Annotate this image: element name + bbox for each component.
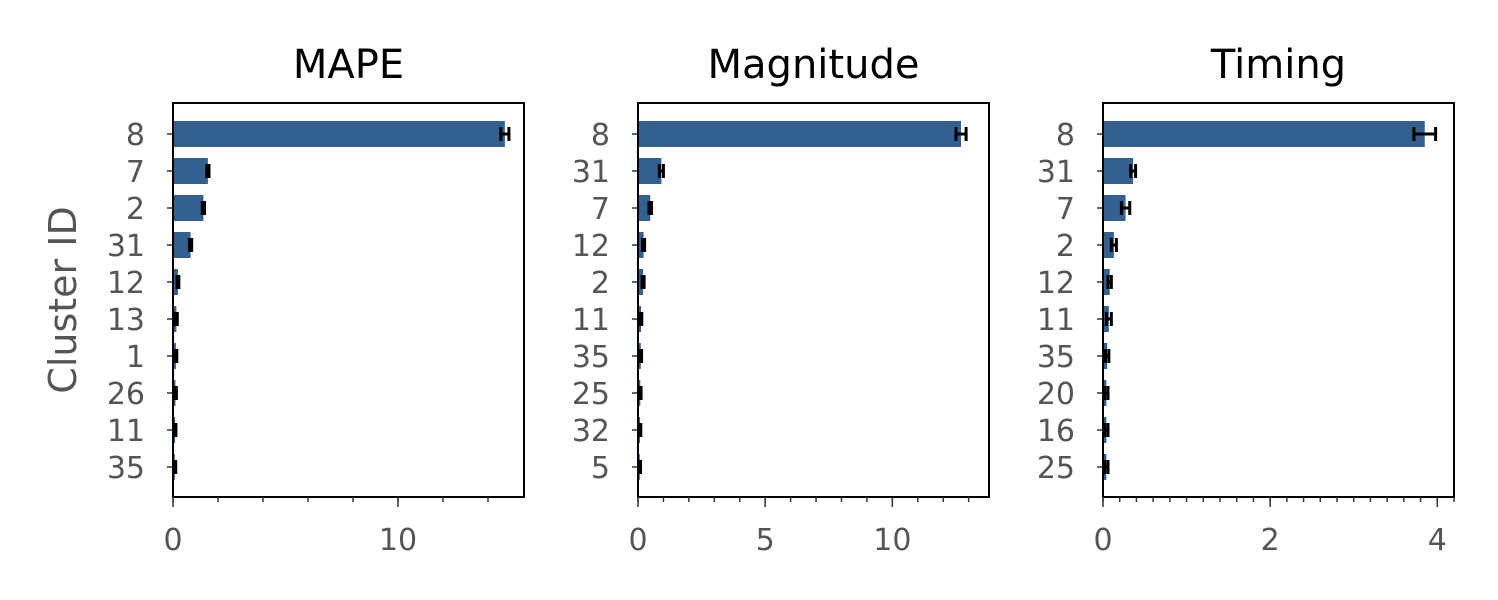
y-tick-label: 1 <box>126 340 145 375</box>
bar <box>1103 269 1110 295</box>
error-bar <box>954 127 968 141</box>
y-tick-label: 20 <box>1037 377 1075 412</box>
error-bar <box>638 349 644 363</box>
bar <box>173 232 191 258</box>
error-bar <box>637 423 643 437</box>
error-bar <box>1129 164 1138 178</box>
plot-frame <box>637 102 990 498</box>
y-tick-label: 7 <box>1056 192 1075 227</box>
error-bar <box>499 127 511 141</box>
y-tick-label: 35 <box>107 451 145 486</box>
bar <box>638 195 651 221</box>
error-bar <box>172 460 178 474</box>
bar <box>173 269 178 295</box>
error-bar <box>640 275 646 289</box>
y-tick-label: 11 <box>1037 303 1075 338</box>
x-tick-label: 0 <box>163 523 182 558</box>
plot-frame <box>172 102 525 498</box>
bar <box>638 232 644 258</box>
error-bar <box>187 238 194 252</box>
y-axis-label: Cluster ID <box>41 206 85 393</box>
x-tick-label: 0 <box>628 523 647 558</box>
y-tick-label: 31 <box>107 229 145 264</box>
bar <box>173 158 208 184</box>
error-bar <box>1412 127 1438 141</box>
chart-title: MAPE <box>293 42 404 88</box>
y-tick-label: 16 <box>1037 414 1075 449</box>
y-tick-label: 7 <box>126 155 145 190</box>
error-bar <box>172 423 178 437</box>
bar <box>638 121 962 147</box>
x-tick-label: 2 <box>1261 523 1280 558</box>
error-bar <box>638 312 644 326</box>
error-bar <box>175 275 181 289</box>
error-bar <box>647 201 653 215</box>
error-bar <box>638 386 643 400</box>
error-bar <box>1106 275 1113 289</box>
error-bar <box>173 312 179 326</box>
y-tick-label: 35 <box>1037 340 1075 375</box>
y-tick-label: 13 <box>107 303 145 338</box>
bar <box>638 158 662 184</box>
chart-title: Magnitude <box>708 42 920 88</box>
y-tick-label: 11 <box>572 303 610 338</box>
bar <box>1103 158 1134 184</box>
error-bar <box>1103 460 1110 474</box>
error-bar <box>637 460 643 474</box>
y-tick-label: 11 <box>107 414 145 449</box>
bar <box>1103 121 1425 147</box>
error-bar <box>205 164 211 178</box>
x-tick-label: 10 <box>379 523 417 558</box>
bar <box>173 121 505 147</box>
error-bar <box>200 201 206 215</box>
y-tick-label: 5 <box>591 451 610 486</box>
y-tick-label: 35 <box>572 340 610 375</box>
error-bar <box>1103 386 1110 400</box>
y-tick-label: 7 <box>591 192 610 227</box>
error-bar <box>1119 201 1132 215</box>
error-bar <box>1104 349 1111 363</box>
y-tick-label: 8 <box>591 118 610 153</box>
x-tick-label: 0 <box>1093 523 1112 558</box>
error-bar <box>1109 238 1118 252</box>
y-tick-label: 2 <box>126 192 145 227</box>
y-tick-label: 31 <box>572 155 610 190</box>
bar <box>638 269 644 295</box>
bar <box>1103 232 1114 258</box>
y-tick-label: 8 <box>1056 118 1075 153</box>
error-bar <box>1104 312 1113 326</box>
error-bar <box>1103 423 1110 437</box>
y-tick-label: 2 <box>591 266 610 301</box>
plot-frame <box>1102 102 1455 498</box>
y-tick-label: 32 <box>572 414 610 449</box>
y-tick-label: 12 <box>572 229 610 264</box>
y-tick-label: 25 <box>1037 451 1075 486</box>
x-tick-label: 5 <box>756 523 775 558</box>
error-bar <box>173 386 178 400</box>
chart-title: Timing <box>1210 42 1346 88</box>
y-tick-label: 31 <box>1037 155 1075 190</box>
y-tick-label: 2 <box>1056 229 1075 264</box>
y-tick-label: 12 <box>107 266 145 301</box>
error-bar <box>173 349 179 363</box>
y-tick-label: 26 <box>107 377 145 412</box>
error-bar <box>641 238 647 252</box>
y-tick-label: 25 <box>572 377 610 412</box>
error-bar <box>657 164 665 178</box>
bar <box>173 195 204 221</box>
x-tick-label: 4 <box>1428 523 1447 558</box>
y-tick-label: 8 <box>126 118 145 153</box>
y-tick-label: 12 <box>1037 266 1075 301</box>
x-tick-label: 10 <box>873 523 911 558</box>
